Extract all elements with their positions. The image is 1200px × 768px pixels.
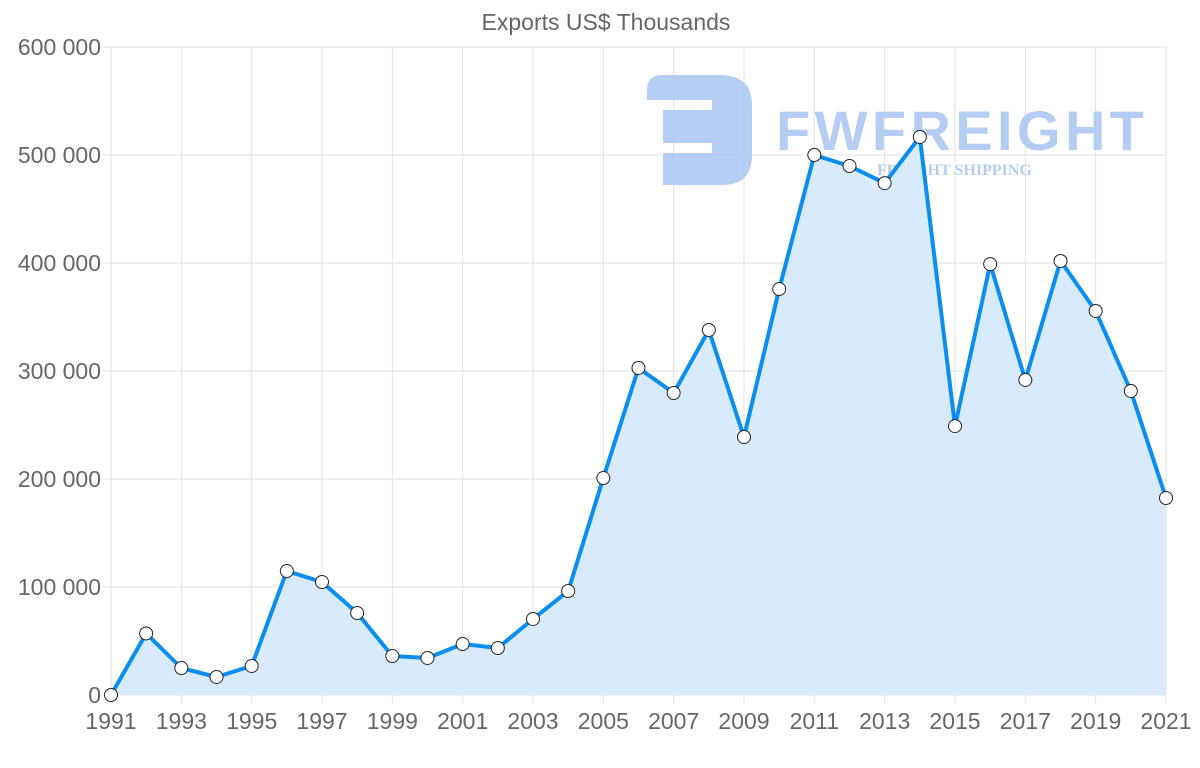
data-point: [350, 606, 365, 621]
data-point: [737, 429, 751, 444]
data-point: [842, 159, 857, 174]
data-point: [701, 322, 716, 337]
x-tick-label: 2015: [929, 708, 980, 734]
data-point: [526, 611, 540, 626]
data-point: [104, 688, 118, 702]
svg-text:FWFREIGHT: FWFREIGHT: [776, 99, 1146, 162]
y-axis-ticks: 0 100 000 200 000 300 000 400 000 500 000 600 …: [18, 34, 101, 708]
data-point: [666, 386, 681, 401]
chart-title: Exports US$ Thousands: [482, 9, 731, 35]
x-tick-label: 2009: [718, 708, 769, 734]
y-tick-label: 300 000: [18, 358, 101, 384]
x-tick-label: 2003: [507, 708, 558, 734]
data-point: [455, 637, 470, 652]
y-tick-label: 100 000: [18, 574, 101, 600]
data-point: [596, 471, 611, 486]
x-tick-label: 1999: [367, 708, 418, 734]
data-point: [948, 419, 962, 434]
data-point: [420, 650, 435, 665]
x-tick-label: 2017: [1000, 708, 1051, 734]
data-point: [315, 575, 329, 590]
y-tick-label: 0: [88, 682, 101, 708]
data-point: [912, 129, 927, 144]
data-point: [1018, 372, 1033, 387]
y-tick-label: 500 000: [18, 142, 101, 168]
x-tick-label: 2007: [648, 708, 699, 734]
data-point: [772, 282, 787, 297]
x-tick-label: 1995: [226, 708, 277, 734]
x-tick-label: 2019: [1070, 708, 1121, 734]
data-point: [139, 626, 154, 641]
x-tick-label: 2021: [1140, 708, 1191, 734]
data-point: [1123, 383, 1138, 398]
data-point: [877, 176, 892, 191]
fwfreight-watermark-logo: FWFREIGHT FREIGHT SHIPPING: [647, 75, 1146, 185]
data-point: [174, 661, 189, 675]
x-tick-label: 2001: [437, 708, 488, 734]
x-tick-label: 2011: [790, 708, 839, 734]
x-tick-label: 1993: [156, 708, 207, 734]
data-point: [244, 658, 259, 673]
data-point: [279, 564, 294, 579]
x-axis-ticks: 1991 1993 1995 1997 1999 2001 2003 2005 2007 2009…: [85, 708, 1191, 734]
data-point: [1053, 253, 1068, 268]
y-tick-label: 400 000: [18, 250, 101, 276]
data-point: [490, 641, 505, 656]
data-point: [807, 148, 822, 162]
area-fill: [111, 137, 1166, 695]
x-tick-label: 1997: [296, 708, 347, 734]
y-tick-label: 600 000: [18, 34, 101, 60]
data-point: [1159, 491, 1173, 506]
data-point: [385, 649, 400, 664]
data-points: [104, 129, 1173, 702]
data-point: [631, 360, 646, 375]
x-tick-label: 1991: [85, 708, 136, 734]
data-point: [1088, 303, 1103, 318]
data-point: [561, 583, 576, 598]
data-point: [209, 669, 224, 684]
y-tick-label: 200 000: [18, 466, 101, 492]
x-tick-label: 2013: [859, 708, 910, 734]
data-point: [983, 257, 998, 272]
x-tick-label: 2005: [578, 708, 629, 734]
